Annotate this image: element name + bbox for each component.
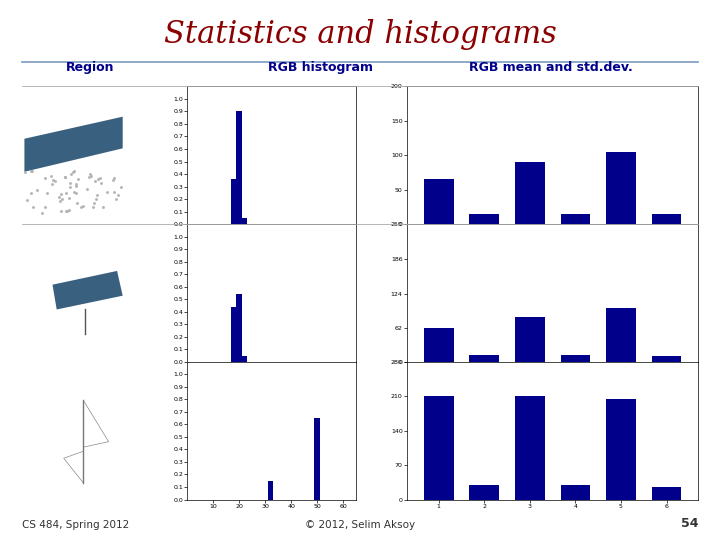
Point: [70, 188, 81, 197]
Bar: [606, 152, 636, 224]
Point: [60, 172, 71, 181]
Point: [68, 166, 79, 175]
Bar: [242, 218, 248, 224]
Point: [101, 188, 112, 197]
Point: [108, 174, 120, 183]
Point: [26, 167, 37, 176]
Point: [60, 188, 72, 197]
Bar: [606, 399, 636, 500]
Point: [37, 208, 48, 217]
Text: Region: Region: [66, 61, 114, 74]
Point: [89, 199, 100, 207]
Text: CS 484, Spring 2012: CS 484, Spring 2012: [22, 520, 129, 530]
Point: [39, 173, 50, 182]
Bar: [231, 179, 237, 224]
Point: [55, 197, 66, 205]
Point: [70, 182, 81, 191]
Bar: [424, 328, 454, 362]
Text: Statistics and histograms: Statistics and histograms: [163, 19, 557, 50]
Bar: [315, 418, 320, 500]
Bar: [561, 214, 590, 224]
Bar: [606, 308, 636, 362]
Bar: [561, 485, 590, 500]
Point: [112, 191, 124, 199]
Point: [55, 190, 66, 199]
Point: [59, 173, 71, 181]
Point: [67, 167, 78, 176]
Point: [63, 206, 75, 214]
Point: [98, 203, 109, 212]
Text: RGB mean and std.dev.: RGB mean and std.dev.: [469, 61, 633, 74]
Bar: [424, 179, 454, 224]
Bar: [469, 214, 499, 224]
Point: [41, 189, 53, 198]
Point: [91, 190, 103, 199]
Point: [92, 174, 104, 183]
Point: [26, 167, 37, 176]
Polygon shape: [53, 271, 122, 309]
Point: [95, 179, 107, 187]
Point: [110, 194, 122, 203]
Point: [64, 183, 76, 191]
Bar: [236, 111, 242, 224]
Point: [87, 203, 99, 212]
Bar: [236, 294, 242, 362]
Polygon shape: [24, 117, 122, 172]
Bar: [515, 316, 544, 362]
Bar: [231, 307, 237, 362]
Bar: [652, 487, 681, 500]
Point: [21, 195, 32, 204]
Point: [70, 180, 81, 188]
Text: 54: 54: [681, 517, 698, 530]
Bar: [515, 162, 544, 224]
Point: [84, 170, 96, 178]
Bar: [469, 355, 499, 362]
Text: © 2012, Selim Aksoy: © 2012, Selim Aksoy: [305, 520, 415, 530]
Bar: [652, 214, 681, 224]
Point: [65, 179, 76, 188]
Point: [71, 198, 83, 207]
Point: [63, 194, 75, 202]
Bar: [469, 485, 499, 500]
Point: [60, 206, 72, 215]
Point: [86, 172, 97, 180]
Point: [78, 201, 89, 210]
Point: [32, 186, 43, 194]
Point: [108, 176, 120, 184]
Point: [56, 195, 68, 204]
Point: [68, 188, 79, 197]
Polygon shape: [63, 451, 84, 483]
Point: [25, 188, 37, 197]
Point: [114, 183, 126, 191]
Point: [19, 167, 30, 176]
Point: [50, 177, 61, 186]
Point: [94, 174, 106, 183]
Point: [108, 187, 120, 196]
Point: [84, 173, 95, 181]
Bar: [242, 355, 248, 362]
Point: [90, 195, 102, 204]
Point: [46, 180, 58, 188]
Bar: [268, 481, 274, 500]
Point: [47, 176, 58, 185]
Bar: [424, 396, 454, 500]
Text: RGB histogram: RGB histogram: [268, 61, 373, 74]
Point: [89, 177, 101, 185]
Point: [75, 202, 86, 211]
Bar: [561, 355, 590, 362]
Point: [73, 174, 84, 183]
Point: [66, 170, 77, 179]
Point: [55, 207, 67, 215]
Point: [81, 185, 92, 193]
Point: [62, 206, 73, 215]
Point: [40, 202, 51, 211]
Point: [45, 171, 57, 180]
Bar: [515, 396, 544, 500]
Point: [53, 193, 65, 201]
Point: [27, 203, 39, 212]
Bar: [652, 356, 681, 362]
Polygon shape: [84, 400, 109, 447]
